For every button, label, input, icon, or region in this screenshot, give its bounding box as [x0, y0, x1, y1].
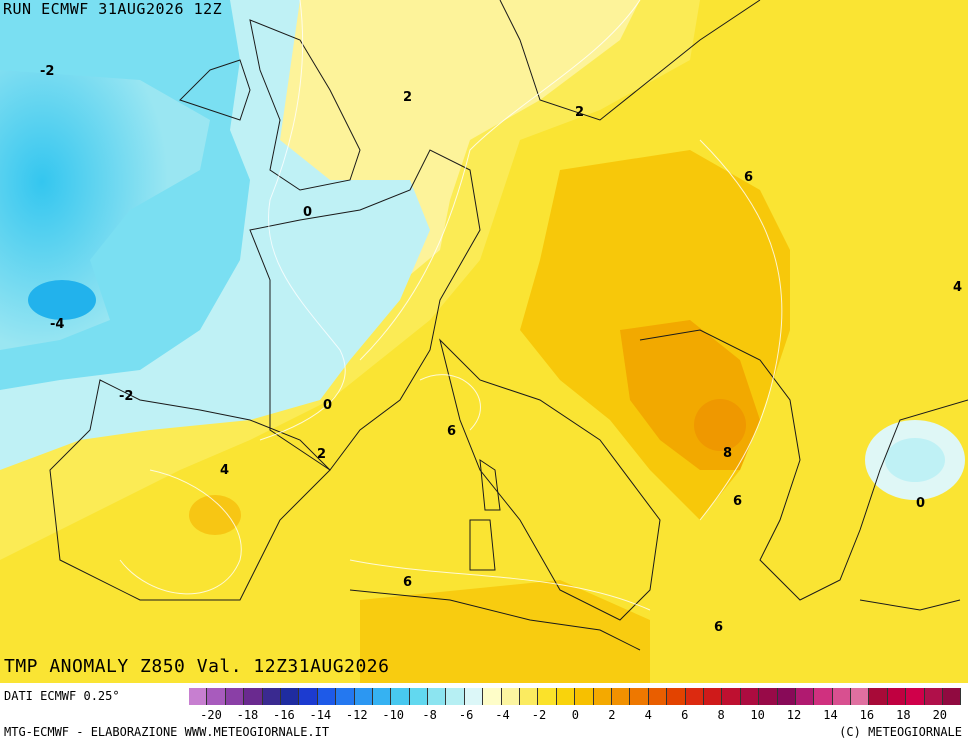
elaboration-credit: MTG-ECMWF - ELABORAZIONE WWW.METEOGIORNA…: [4, 725, 330, 739]
coastlines: [49, 0, 968, 651]
scale-swatch: [575, 688, 594, 705]
scale-tick-label: 4: [644, 708, 652, 722]
scale-swatch: [409, 688, 429, 705]
scale-tick-label: -10: [382, 708, 405, 722]
scale-swatch: [483, 688, 502, 705]
scale-swatch: [722, 688, 741, 705]
aegean-cool-core: [885, 438, 945, 482]
scale-swatch: [648, 688, 668, 705]
scale-swatch: [446, 688, 465, 705]
scale-swatch: [225, 688, 245, 705]
temperature-anomaly-map: [0, 0, 968, 683]
warm-core: [694, 399, 746, 451]
contour-label: 8: [723, 446, 733, 461]
scale-tick-label: 6: [681, 708, 689, 722]
scale-swatch: [759, 688, 778, 705]
scale-tick-label: -4: [495, 708, 510, 722]
scale-swatch: [336, 688, 355, 705]
scale-tick-label: -8: [422, 708, 437, 722]
scale-tick-label: 16: [859, 708, 875, 722]
contour-label: 0: [323, 398, 333, 413]
scale-tick-label: 12: [786, 708, 802, 722]
scale-tick-label: 14: [823, 708, 838, 722]
color-scale: [189, 688, 962, 705]
scale-swatch: [703, 688, 723, 705]
scale-swatch: [630, 688, 649, 705]
scale-swatch: [740, 688, 760, 705]
scale-tick-label: 20: [932, 708, 948, 722]
scale-swatch: [887, 688, 907, 705]
scale-tick-label: 18: [896, 708, 911, 722]
scale-swatch: [814, 688, 833, 705]
scale-swatch: [299, 688, 318, 705]
scale-tick-label: -6: [458, 708, 474, 722]
contour-label: -4: [50, 317, 65, 332]
scale-swatch: [667, 688, 686, 705]
scale-swatch: [943, 688, 962, 705]
iberia-warm-patch: [189, 495, 241, 535]
scale-swatch: [538, 688, 557, 705]
contour-label: 4: [220, 463, 230, 478]
contour-label: 6: [714, 620, 724, 635]
contour-label: -2: [40, 64, 55, 79]
scale-swatch: [869, 688, 888, 705]
scale-swatch: [593, 688, 612, 705]
scale-tick-label: 8: [717, 708, 725, 722]
south-warm-zone: [360, 580, 650, 683]
scale-swatch: [391, 688, 410, 705]
cold-core: [28, 280, 96, 320]
scale-swatch: [189, 688, 208, 705]
contour-lines: [119, 0, 783, 611]
scale-tick-label: 10: [750, 708, 765, 722]
scale-swatch: [372, 688, 392, 705]
map-title: TMP ANOMALY Z850 Val. 12Z31AUG2026: [4, 656, 390, 677]
contour-label: 2: [317, 447, 327, 462]
scale-tick-label: 2: [608, 708, 616, 722]
data-source-label: DATI ECMWF 0.25°: [4, 689, 120, 703]
copyright-credit: (C) METEOGIORNALE: [839, 725, 962, 739]
scale-tick-label: -2: [531, 708, 547, 722]
contour-label: -2: [119, 389, 134, 404]
anomaly-field: [0, 0, 968, 683]
scale-tick-label: 0: [571, 708, 580, 722]
scale-swatch: [795, 688, 815, 705]
scale-swatch: [501, 688, 521, 705]
scale-swatch: [556, 688, 576, 705]
scale-swatch: [851, 688, 870, 705]
contour-label: 6: [733, 494, 743, 509]
scale-swatch: [464, 688, 484, 705]
contour-label: 6: [403, 575, 413, 590]
contour-label: 2: [403, 90, 413, 105]
scale-tick-label: -16: [273, 708, 295, 722]
scale-swatch: [354, 688, 373, 705]
contour-label: 6: [744, 170, 754, 185]
scale-swatch: [428, 688, 447, 705]
contour-label: 2: [575, 105, 585, 120]
contour-label: 0: [303, 205, 313, 220]
color-scale-ticks: -20 -18 -16 -14 -12 -10 -8 -6 -4 -2 0 2 4 6 8 10 12 14 16 1…: [189, 708, 965, 724]
scale-swatch: [317, 688, 337, 705]
scale-swatch: [777, 688, 796, 705]
scale-swatch: [924, 688, 944, 705]
scale-swatch: [280, 688, 300, 705]
scale-swatch: [906, 688, 925, 705]
anomaly-zone-below-minus4: [0, 70, 210, 350]
scale-swatch: [207, 688, 226, 705]
scale-swatch: [685, 688, 704, 705]
scale-swatch: [520, 688, 539, 705]
scale-swatch: [611, 688, 631, 705]
scale-tick-label: -18: [236, 708, 259, 722]
scale-swatch: [832, 688, 852, 705]
run-header: RUN ECMWF 31AUG2026 12Z: [3, 0, 223, 18]
scale-swatch: [262, 688, 281, 705]
scale-tick-label: -12: [345, 708, 368, 722]
contour-label: 6: [447, 424, 457, 439]
scale-tick-label: -14: [309, 708, 332, 722]
scale-tick-label: -20: [200, 708, 222, 722]
contour-label: 0: [916, 496, 926, 511]
contour-label: 4: [953, 280, 963, 295]
scale-swatch: [244, 688, 263, 705]
